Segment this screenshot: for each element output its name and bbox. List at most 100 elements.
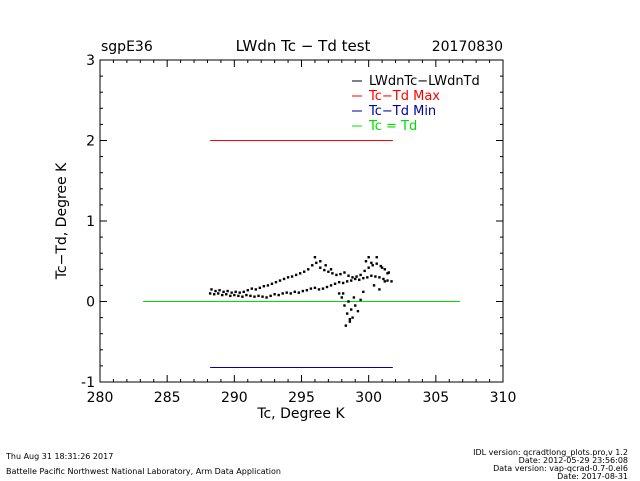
data-point (238, 291, 241, 294)
footer-timestamp: Thu Aug 31 18:31:26 2017 (6, 452, 114, 461)
data-point (277, 293, 280, 297)
x-tick-label: 310 (490, 390, 517, 406)
plot-frame (99, 59, 504, 383)
y-axis-label: Tc−Td, Degree K (54, 162, 70, 280)
data-point (212, 293, 216, 296)
y-tick-label: 3 (86, 53, 95, 69)
data-point (293, 290, 296, 294)
data-point (254, 288, 258, 291)
data-point (270, 282, 274, 285)
data-point (379, 264, 382, 268)
reference-lines (142, 140, 461, 369)
data-point (290, 275, 294, 278)
x-tick-label: 295 (288, 390, 315, 406)
data-point (319, 260, 322, 263)
data-point (329, 268, 333, 271)
data-point (218, 289, 221, 292)
data-point (230, 291, 233, 294)
data-point (245, 293, 248, 297)
data-point (378, 276, 381, 279)
data-point (341, 292, 345, 295)
data-point (208, 292, 212, 295)
data-point (383, 268, 386, 271)
data-point (366, 276, 369, 279)
data-point (343, 271, 346, 274)
data-point (348, 318, 352, 321)
data-point (348, 320, 352, 323)
data-point (257, 294, 260, 298)
data-point (313, 256, 317, 259)
data-point (325, 285, 329, 289)
data-point (229, 294, 232, 298)
data-point (331, 272, 334, 275)
data-point (355, 275, 358, 278)
data-point (350, 308, 353, 311)
data-point (323, 268, 326, 272)
data-point (226, 289, 229, 293)
data-point (372, 284, 376, 287)
data-point (285, 291, 288, 294)
data-point (337, 292, 341, 295)
data-point (297, 291, 301, 294)
data-point (370, 274, 373, 277)
x-tick-label: 290 (221, 390, 248, 406)
data-point (241, 295, 244, 298)
data-point (261, 295, 264, 298)
data-point (246, 289, 249, 292)
data-point (367, 266, 370, 269)
data-point (380, 266, 384, 269)
data-point (362, 290, 365, 294)
data-point (319, 266, 322, 269)
data-point (253, 295, 256, 298)
x-tick-label: 305 (422, 390, 449, 406)
data-point (266, 284, 270, 287)
data-point (350, 279, 353, 282)
legend-entry: Tc−Td Max (368, 89, 440, 104)
data-point (354, 304, 357, 307)
footer-data-version: Data version: vap-qcrad-0.7-0.el6 (493, 464, 628, 473)
legend-entry: Tc = Td (368, 119, 417, 134)
data-point (341, 281, 345, 285)
data-point (335, 273, 338, 277)
legend-entry: LWdnTc−LWdnTd (369, 74, 480, 89)
data-point (374, 275, 377, 278)
data-point (233, 293, 236, 297)
x-axis-label: Tc, Degree K (256, 406, 345, 422)
y-tick-label: 1 (86, 214, 95, 230)
data-point (351, 316, 354, 319)
footer-code-date: Date: 2012-05-29 23:56:08 (518, 456, 628, 465)
data-point (311, 264, 314, 267)
data-point (225, 293, 228, 296)
data-point (329, 284, 333, 287)
y-tick-label: 0 (86, 295, 95, 311)
data-point (359, 298, 362, 302)
data-point (390, 280, 393, 283)
data-point (352, 296, 356, 299)
data-points (208, 256, 393, 327)
data-point (222, 290, 225, 294)
data-point (269, 294, 272, 298)
footer-data-date: Date: 2017-08-31 (557, 472, 628, 481)
data-point (289, 292, 292, 295)
data-point (234, 290, 237, 294)
data-point (298, 272, 302, 275)
data-point (327, 270, 330, 273)
data-point (302, 270, 306, 273)
data-point (364, 260, 368, 263)
data-point (382, 277, 385, 281)
x-tick-label: 280 (87, 390, 114, 406)
data-point (301, 289, 305, 293)
data-point (217, 292, 220, 295)
data-point (344, 324, 348, 327)
data-point (339, 272, 342, 276)
site-label: sgpE36 (101, 39, 153, 55)
chart-title: LWdn Tc − Td test (236, 37, 371, 55)
data-point (371, 264, 374, 267)
footer-idl-version: IDL version: qcradtlong_plots.pro,v 1.2 (473, 448, 628, 457)
data-point (210, 288, 213, 291)
footer-org: Battelle Pacific Northwest National Labo… (6, 467, 281, 476)
data-point (354, 277, 357, 281)
data-point (337, 280, 341, 284)
